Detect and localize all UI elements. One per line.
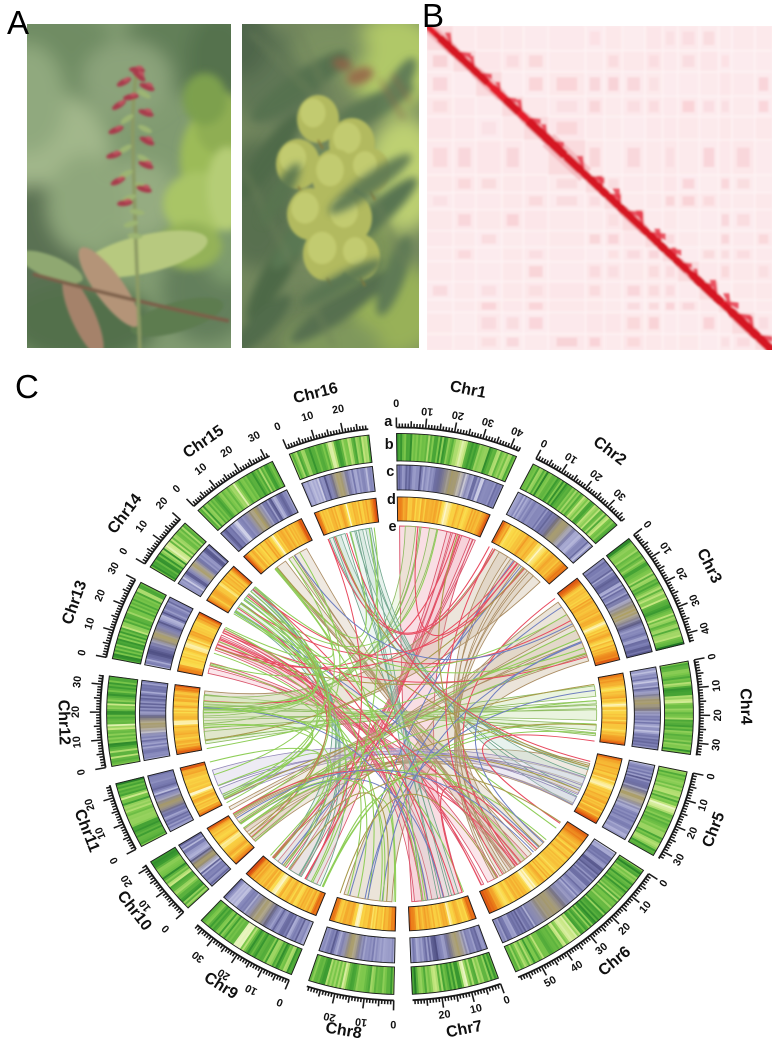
svg-text:20: 20 — [451, 408, 465, 422]
svg-text:20: 20 — [674, 565, 690, 581]
svg-text:0: 0 — [502, 994, 512, 1007]
svg-text:10: 10 — [469, 1002, 484, 1017]
svg-text:e: e — [388, 519, 396, 535]
svg-text:30: 30 — [593, 941, 610, 958]
svg-text:20: 20 — [685, 825, 701, 841]
svg-text:10: 10 — [71, 736, 84, 749]
svg-text:20: 20 — [616, 921, 633, 938]
svg-text:0: 0 — [539, 436, 550, 449]
svg-text:10: 10 — [300, 409, 315, 424]
svg-text:30: 30 — [671, 852, 687, 868]
svg-text:30: 30 — [190, 948, 207, 965]
svg-text:Chr5: Chr5 — [699, 810, 728, 850]
svg-text:0: 0 — [390, 1018, 396, 1030]
svg-text:0: 0 — [642, 518, 655, 530]
svg-text:30: 30 — [612, 486, 629, 503]
svg-text:30: 30 — [687, 592, 703, 608]
svg-text:0: 0 — [117, 546, 130, 557]
svg-text:0: 0 — [75, 768, 88, 776]
svg-text:0: 0 — [706, 652, 719, 660]
svg-text:20: 20 — [93, 588, 109, 604]
svg-text:10: 10 — [421, 405, 434, 418]
svg-text:c: c — [386, 464, 394, 480]
svg-text:20: 20 — [216, 966, 233, 983]
svg-text:30: 30 — [106, 560, 122, 576]
svg-text:0: 0 — [705, 773, 718, 781]
svg-text:10: 10 — [637, 899, 654, 916]
svg-text:30: 30 — [246, 429, 262, 445]
svg-text:Chr2: Chr2 — [590, 433, 629, 469]
svg-text:50: 50 — [542, 974, 558, 990]
svg-text:0: 0 — [171, 483, 184, 496]
svg-text:10: 10 — [696, 798, 711, 813]
svg-text:10: 10 — [563, 450, 580, 467]
svg-text:20: 20 — [322, 1009, 336, 1023]
svg-text:10: 10 — [133, 518, 150, 535]
svg-text:40: 40 — [510, 424, 526, 440]
svg-text:20: 20 — [119, 873, 136, 890]
svg-text:10: 10 — [243, 981, 259, 997]
svg-text:30: 30 — [710, 738, 723, 751]
svg-text:40: 40 — [698, 621, 713, 636]
svg-text:Chr8: Chr8 — [324, 1020, 363, 1043]
svg-text:Chr4: Chr4 — [736, 688, 754, 725]
svg-text:10: 10 — [192, 461, 209, 478]
svg-text:10: 10 — [354, 1015, 367, 1028]
svg-text:0: 0 — [275, 995, 285, 1008]
svg-text:20: 20 — [83, 797, 98, 812]
svg-text:0: 0 — [108, 855, 121, 866]
svg-text:10: 10 — [82, 616, 97, 631]
svg-text:10: 10 — [137, 897, 154, 914]
svg-text:0: 0 — [160, 922, 173, 935]
svg-text:Chr15: Chr15 — [180, 422, 227, 462]
svg-text:Chr3: Chr3 — [693, 546, 725, 586]
svg-text:20: 20 — [154, 495, 171, 512]
svg-text:20: 20 — [70, 706, 82, 718]
svg-text:Chr12: Chr12 — [55, 699, 73, 745]
svg-text:Chr16: Chr16 — [292, 380, 340, 408]
svg-text:Chr1: Chr1 — [448, 378, 487, 402]
svg-text:20: 20 — [331, 403, 345, 417]
svg-text:a: a — [384, 414, 393, 430]
svg-text:40: 40 — [569, 958, 586, 975]
svg-text:30: 30 — [71, 675, 84, 688]
svg-text:d: d — [387, 492, 396, 508]
svg-text:b: b — [385, 437, 394, 453]
svg-text:20: 20 — [712, 709, 724, 721]
svg-text:0: 0 — [393, 398, 399, 410]
svg-text:10: 10 — [710, 679, 723, 692]
svg-text:0: 0 — [76, 649, 89, 657]
svg-text:Chr7: Chr7 — [445, 1018, 484, 1042]
svg-text:20: 20 — [438, 1008, 452, 1022]
svg-text:20: 20 — [218, 444, 235, 461]
svg-text:0: 0 — [273, 420, 283, 433]
svg-text:20: 20 — [588, 467, 605, 484]
svg-text:0: 0 — [657, 878, 670, 890]
svg-text:10: 10 — [658, 539, 675, 556]
svg-text:10: 10 — [93, 825, 109, 841]
svg-text:30: 30 — [481, 414, 496, 429]
